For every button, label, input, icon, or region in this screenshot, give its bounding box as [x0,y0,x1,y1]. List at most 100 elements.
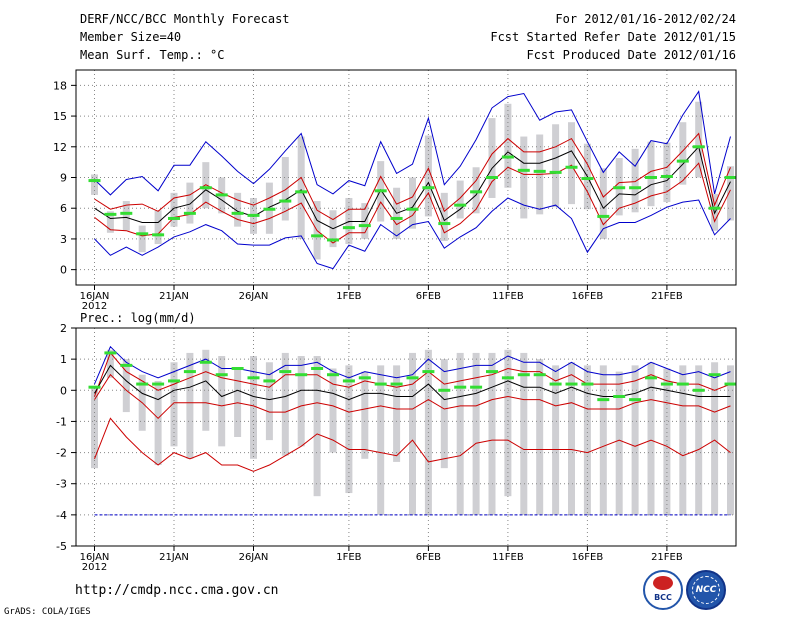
temperature-ytick-label: 9 [60,172,67,185]
temperature-xtick-label: 6FEB [416,291,441,302]
precipitation-xtick-label: 21FEB [651,552,683,563]
temperature-series-max [94,90,731,196]
precipitation-box [568,362,575,515]
precipitation-xtick-label: 6FEB [416,552,441,563]
precipitation-ytick-label: 0 [60,384,67,397]
precipitation-ytick-label: -4 [56,509,67,522]
precipitation-box [361,371,369,459]
precipitation-box [599,365,607,515]
produced-date: Fcst Produced Date 2012/01/16 [526,48,736,62]
temperature-box [297,136,305,239]
temperature-box [488,118,496,198]
precipitation-box [218,356,226,447]
temperature-box [409,177,416,229]
precipitation-box [91,387,98,469]
precipitation-xtick-label: 26JAN [239,552,269,563]
temperature-ytick-label: 6 [60,202,67,215]
temperature-box [91,174,98,195]
precipitation-ytick-label: -5 [56,540,67,553]
precip-title: Prec.: log(mm/d) [80,311,196,325]
precipitation-box [695,365,703,515]
precipitation-box [250,356,257,459]
precipitation-ytick-label: -1 [56,415,67,428]
temperature-box [234,192,242,227]
temperature-box [106,211,114,233]
temperature-box [631,148,639,213]
precipitation-box [186,352,194,459]
precipitation-box [329,368,337,453]
precipitation-box [711,362,719,515]
precipitation-box [631,365,639,515]
member-size: Member Size=40 [80,30,182,44]
temperature-ytick-label: 0 [60,264,67,277]
temperature-series-lower [94,162,731,244]
precipitation-box [377,365,385,515]
temperature-xtick-label: 16FEB [572,291,604,302]
temperature-box [647,141,655,207]
precipitation-box [663,368,671,515]
precipitation-xtick-label: 11FEB [492,552,524,563]
ncc-logo: NCC [686,570,726,610]
temperature-xtick-label: 16JAN [80,291,110,302]
temperature-ytick-label: 12 [53,141,67,154]
precipitation-series-bottom [94,417,731,472]
temperature-box [695,101,703,178]
precipitation-xtick-label: 16JAN [80,552,110,563]
temperature-xtick-label: 1FEB [336,291,361,302]
temperature-box [186,182,194,224]
precipitation-ytick-label: -2 [56,447,67,460]
temperature-ytick-label: 15 [53,110,67,123]
precipitation-box [552,365,560,515]
forecast-period: For 2012/01/16-2012/02/24 [555,12,736,26]
precipitation-box [154,380,162,466]
chart-title: DERF/NCC/BCC Monthly Forecast [80,12,290,26]
precipitation-xtick-label: 1FEB [336,552,361,563]
precipitation-ytick-label: -3 [56,478,67,491]
temperature-ytick-label: 18 [53,79,67,92]
temperature-box [456,180,464,219]
temperature-series-mean [94,145,731,230]
precipitation-box [536,359,544,515]
temperature-box [281,157,289,221]
temperature-xtick-label: 21FEB [651,291,683,302]
temperature-box [520,136,528,219]
precipitation-ytick-label: 1 [60,353,67,366]
temperature-box [170,192,178,227]
started-date: Fcst Started Refer Date 2012/01/15 [490,30,736,44]
temperature-box [504,103,512,188]
ncc-logo-text: NCC [695,585,717,595]
temperature-xtick-sublabel: 2012 [82,301,107,312]
precipitation-xtick-label: 21JAN [159,552,189,563]
source-url[interactable]: http://cmdp.ncc.cma.gov.cn [75,583,279,598]
variable-label: Mean Surf. Temp.: °C [80,48,225,62]
precipitation-box [520,352,528,515]
temperature-box [122,201,130,231]
temperature-series-min [94,197,731,270]
precipitation-box [727,365,734,515]
grads-credit: GrADS: COLA/IGES [4,607,91,617]
temperature-box [154,210,162,245]
precipitation-box [488,352,496,515]
precipitation-box [472,352,480,515]
precipitation-box [504,349,512,497]
precipitation-box [647,362,655,515]
temperature-box [552,124,560,208]
temperature-box [727,166,734,221]
temperature-box [568,122,575,205]
precipitation-frame [75,327,737,547]
precipitation-box [265,362,273,441]
precipitation-box [313,356,321,497]
precipitation-series-upper [94,351,731,397]
bcc-logo-swirl-icon [653,576,673,590]
precipitation-xtick-sublabel: 2012 [82,562,107,573]
precipitation-box [615,371,623,515]
precipitation-box [281,352,289,456]
temperature-box [472,167,480,214]
precipitation-box [456,352,464,515]
precipitation-box [106,349,114,378]
precipitation-box [297,356,305,447]
precipitation-box [345,365,353,494]
